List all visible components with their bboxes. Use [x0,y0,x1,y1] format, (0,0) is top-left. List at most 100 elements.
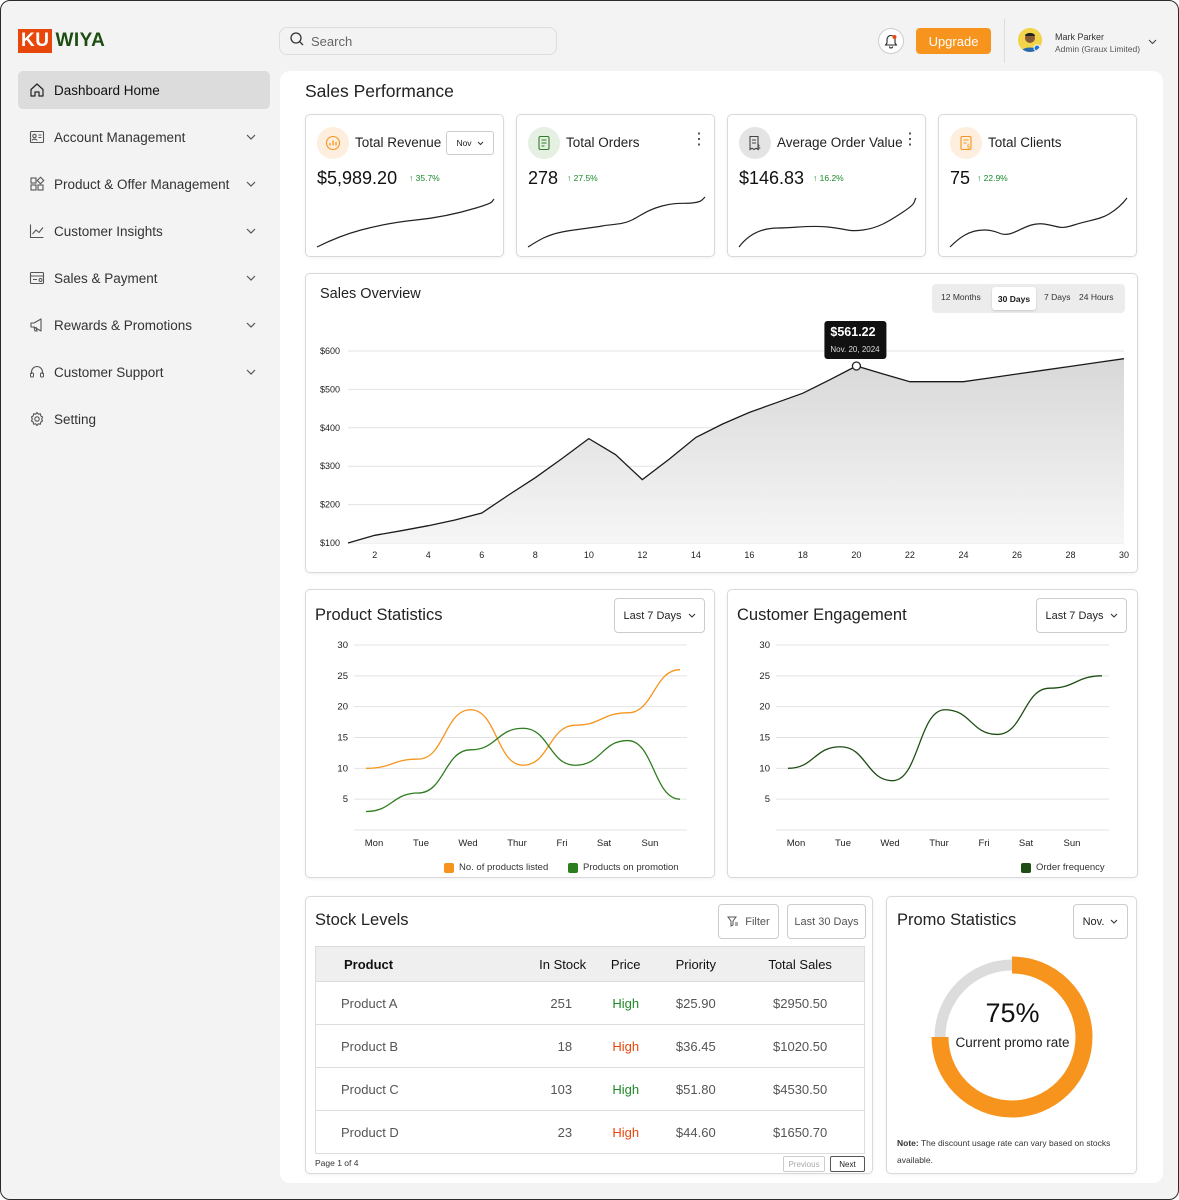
month-dropdown[interactable]: Nov [446,131,494,155]
cell-total-sales: $1650.70 [736,1110,866,1154]
more-options-icon[interactable]: ⋮ [902,131,918,148]
product-statistics-range-dropdown[interactable]: Last 7 Days [614,598,705,633]
sidebar-item-setting[interactable]: Setting [18,400,270,438]
search-icon [290,31,304,51]
range-24-hours[interactable]: 24 Hours [1079,292,1114,302]
table-header-row: Product In Stock Price Priority Total Sa… [315,946,866,982]
sidebar-item-label: Product & Offer Management [54,176,230,192]
table-row[interactable]: Product B 18 High $36.45 $1020.50 [315,1024,866,1068]
upgrade-button[interactable]: Upgrade [916,28,991,54]
legend-label: No. of products listed [459,862,549,873]
promo-statistics-title: Promo Statistics [897,911,1017,929]
column-header-price[interactable]: Price [596,946,656,982]
sidebar-item-customer-insights[interactable]: Customer Insights [18,212,270,250]
y-tick-label: $500 [320,384,340,394]
chevron-down-icon [246,273,256,283]
chevron-down-icon [246,132,256,142]
chevron-down-icon [477,141,483,145]
x-tick-label: Mon [365,838,383,849]
search-bar[interactable] [279,27,557,55]
user-name: Mark Parker [1055,32,1105,42]
cell-priority: $44.60 [655,1110,737,1154]
table-row[interactable]: Product A 251 High $25.90 $2950.50 [315,981,866,1025]
megaphone-icon [28,316,46,334]
chart-line-icon [28,222,46,240]
x-tick-label: 2 [372,550,377,560]
receipt-icon: $ [739,127,771,159]
y-tick-label: 10 [337,763,348,774]
sidebar-item-account-management[interactable]: Account Management [18,118,270,156]
product-statistics-card: Product Statistics Last 7 Days 5 10 15 20 25… [305,589,715,878]
chevron-down-icon [1111,919,1118,924]
kpi-sparkline [738,197,917,248]
promo-percent: 75% [985,998,1040,1028]
filter-button[interactable]: Filter [718,904,779,939]
sidebar-item-product-offer-management[interactable]: Product & Offer Management [18,165,270,203]
x-tick-label: Wed [880,838,899,849]
y-tick-label: 20 [337,702,348,713]
x-tick-label: 20 [851,550,861,560]
dropdown-value: Nov. [1082,915,1105,928]
range-7-days[interactable]: 7 Days [1044,292,1071,302]
sidebar-item-label: Setting [54,411,97,427]
column-header-priority[interactable]: Priority [655,946,737,982]
page-title: Sales Performance [305,81,454,101]
promo-month-dropdown[interactable]: Nov. [1073,904,1128,939]
cell-priority: $36.45 [655,1024,737,1068]
column-header-total-sales[interactable]: Total Sales [736,946,866,982]
cell-in-stock: 23 [482,1110,597,1154]
x-tick-label: 26 [1012,550,1022,560]
sidebar-item-label: Customer Support [54,364,164,380]
kpi-sparkline [316,198,495,248]
user-menu-chevron-down-icon[interactable] [1148,32,1157,50]
notification-bell-icon[interactable] [878,28,904,54]
y-tick-label: 20 [759,702,770,713]
x-tick-label: 18 [798,550,808,560]
gear-icon [28,410,46,428]
chevron-down-icon [246,179,256,189]
kpi-change: ↑ 16.2% [813,173,844,183]
kpi-value: $5,989.20 [317,168,398,188]
range-12-months[interactable]: 12 Months [941,292,981,302]
sidebar-item-label: Customer Insights [54,223,163,239]
x-tick-label: 28 [1065,550,1075,560]
user-role: Admin (Graux Limited) [1055,44,1141,54]
search-input[interactable] [311,33,531,49]
more-options-icon[interactable]: ⋮ [691,131,707,148]
chevron-down-icon [246,320,256,330]
brand-logo[interactable]: KU WIYA [18,29,105,53]
column-header-product[interactable]: Product [315,946,483,982]
table-row[interactable]: Product C 103 High $51.80 $4530.50 [315,1067,866,1111]
stock-range-button[interactable]: Last 30 Days [787,904,866,939]
promo-donut-chart [931,956,1093,1118]
x-tick-label: Sun [642,838,659,849]
sales-overview-card: Sales Overview 12 Months 30 Days 7 Days … [305,273,1138,573]
tooltip-value: $561.22 [830,325,875,339]
sidebar: Dashboard Home Account Management Produc… [18,71,270,447]
kpi-sparkline [949,197,1128,248]
product-statistics-chart: 5 10 15 20 25 30 Mon Tue Wed Thur Fri Sat Sun [337,640,687,849]
customer-engagement-card: Customer Engagement Last 7 Days 5 10 15 20 2… [727,589,1138,878]
legend-swatch [568,862,578,873]
table-row[interactable]: Product D 23 High $44.60 $1650.70 [315,1110,866,1154]
y-tick-label: 30 [337,640,348,651]
range-30-days[interactable]: 30 Days [992,287,1036,310]
logo-mark: KU [18,29,53,53]
payment-icon [28,269,46,287]
cell-product: Product C [315,1067,483,1111]
previous-page-button[interactable]: Previous [783,1156,825,1172]
cell-product: Product B [315,1024,483,1068]
sidebar-item-customer-support[interactable]: Customer Support [18,353,270,391]
kpi-card-total-revenue: Total Revenue Nov $5,989.20 ↑ 35.7% [305,114,504,257]
next-page-button[interactable]: Next [830,1156,865,1172]
sidebar-item-dashboard-home[interactable]: Dashboard Home [18,71,270,109]
column-header-in-stock[interactable]: In Stock [482,946,597,982]
sidebar-item-sales-payment[interactable]: Sales & Payment [18,259,270,297]
customer-engagement-range-dropdown[interactable]: Last 7 Days [1036,598,1127,633]
kpi-change-value: 22.9% [983,173,1008,183]
avatar[interactable] [1018,28,1042,52]
sidebar-item-rewards-promotions[interactable]: Rewards & Promotions [18,306,270,344]
revenue-icon [317,127,349,159]
headset-icon [28,363,46,381]
